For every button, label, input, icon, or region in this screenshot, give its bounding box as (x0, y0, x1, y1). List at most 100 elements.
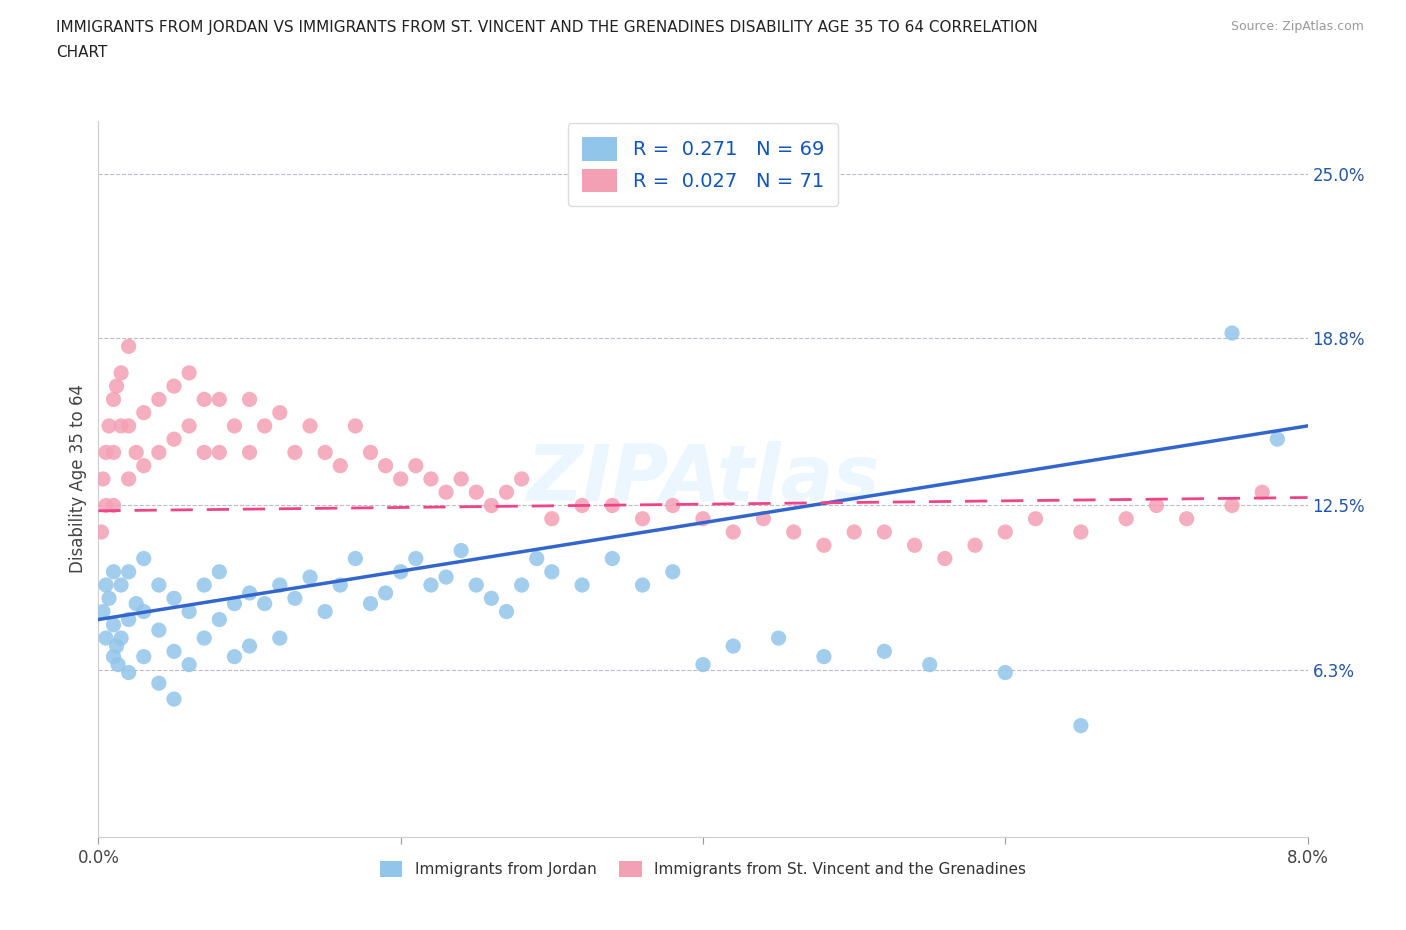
Point (208, 445, 231, 459)
Point (374, 458, 396, 473)
Legend: Immigrants from Jordan, Immigrants from St. Vincent and the Grenadines: Immigrants from Jordan, Immigrants from … (374, 855, 1032, 884)
Point (994, 525, 1017, 539)
Point (1220, 326, 1243, 340)
Point (481, 498, 503, 513)
Point (344, 551, 367, 566)
Point (813, 538, 835, 552)
Point (495, 485, 517, 499)
Point (465, 485, 488, 499)
Point (360, 445, 382, 459)
Point (571, 498, 593, 513)
Point (132, 405, 155, 420)
Point (118, 418, 141, 433)
Point (107, 658, 129, 672)
Point (94, 631, 117, 645)
Point (526, 551, 548, 566)
Point (148, 676, 170, 691)
Point (193, 445, 215, 459)
Point (813, 649, 835, 664)
Point (91, 472, 114, 486)
Point (450, 472, 472, 486)
Point (540, 512, 562, 526)
Point (360, 596, 382, 611)
Point (163, 692, 186, 707)
Point (94, 498, 117, 513)
Point (163, 379, 186, 393)
Point (389, 565, 412, 579)
Point (405, 458, 427, 473)
Point (481, 591, 503, 605)
Point (389, 472, 412, 486)
Point (934, 551, 956, 566)
Point (118, 665, 141, 680)
Point (661, 565, 683, 579)
Point (994, 665, 1017, 680)
Point (783, 525, 806, 539)
Point (193, 392, 215, 406)
Point (125, 596, 148, 611)
Point (148, 623, 170, 638)
Point (434, 570, 457, 585)
Point (692, 512, 714, 526)
Point (179, 365, 201, 380)
Point (118, 612, 141, 627)
Point (239, 586, 262, 601)
Point (110, 365, 132, 380)
Point (224, 649, 246, 664)
Point (420, 578, 443, 592)
Point (1220, 498, 1243, 513)
Point (904, 538, 927, 552)
Point (1251, 485, 1274, 499)
Point (1175, 512, 1198, 526)
Point (179, 418, 201, 433)
Point (299, 418, 322, 433)
Text: IMMIGRANTS FROM JORDAN VS IMMIGRANTS FROM ST. VINCENT AND THE GRENADINES DISABIL: IMMIGRANTS FROM JORDAN VS IMMIGRANTS FRO… (56, 20, 1038, 35)
Point (269, 405, 291, 420)
Point (239, 445, 262, 459)
Point (768, 631, 790, 645)
Point (1070, 525, 1092, 539)
Point (91, 604, 114, 619)
Point (510, 472, 533, 486)
Point (873, 525, 896, 539)
Point (723, 525, 745, 539)
Text: ZIPAtlas: ZIPAtlas (526, 441, 880, 517)
Point (284, 591, 307, 605)
Point (110, 418, 132, 433)
Point (208, 392, 231, 406)
Point (179, 604, 201, 619)
Point (103, 649, 125, 664)
Text: CHART: CHART (56, 45, 108, 60)
Point (224, 418, 246, 433)
Point (103, 445, 125, 459)
Point (269, 631, 291, 645)
Point (602, 551, 624, 566)
Point (571, 578, 593, 592)
Point (374, 586, 396, 601)
Point (844, 525, 866, 539)
Point (118, 565, 141, 579)
Point (405, 551, 427, 566)
Point (94, 445, 117, 459)
Point (239, 392, 262, 406)
Point (94, 578, 117, 592)
Point (752, 512, 775, 526)
Point (110, 578, 132, 592)
Point (118, 472, 141, 486)
Point (98, 418, 121, 433)
Point (299, 570, 322, 585)
Point (163, 591, 186, 605)
Point (98, 591, 121, 605)
Point (224, 596, 246, 611)
Point (103, 618, 125, 632)
Point (103, 392, 125, 406)
Point (163, 644, 186, 658)
Point (510, 578, 533, 592)
Point (103, 565, 125, 579)
Y-axis label: Disability Age 35 to 64: Disability Age 35 to 64 (69, 384, 87, 574)
Point (179, 658, 201, 672)
Point (103, 498, 125, 513)
Point (314, 445, 336, 459)
Point (110, 631, 132, 645)
Point (329, 578, 352, 592)
